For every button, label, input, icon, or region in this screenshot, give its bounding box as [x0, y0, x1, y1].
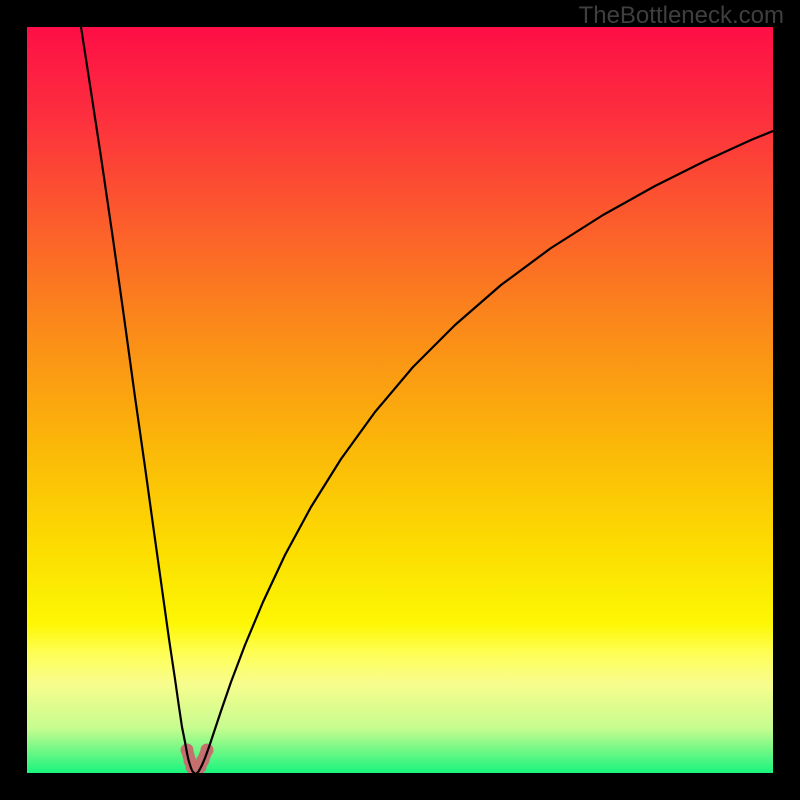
watermark-text: TheBottleneck.com [579, 2, 784, 30]
plot-area [27, 27, 773, 773]
curve-right [197, 131, 773, 773]
chart-svg [27, 27, 773, 773]
curve-left [81, 27, 195, 773]
